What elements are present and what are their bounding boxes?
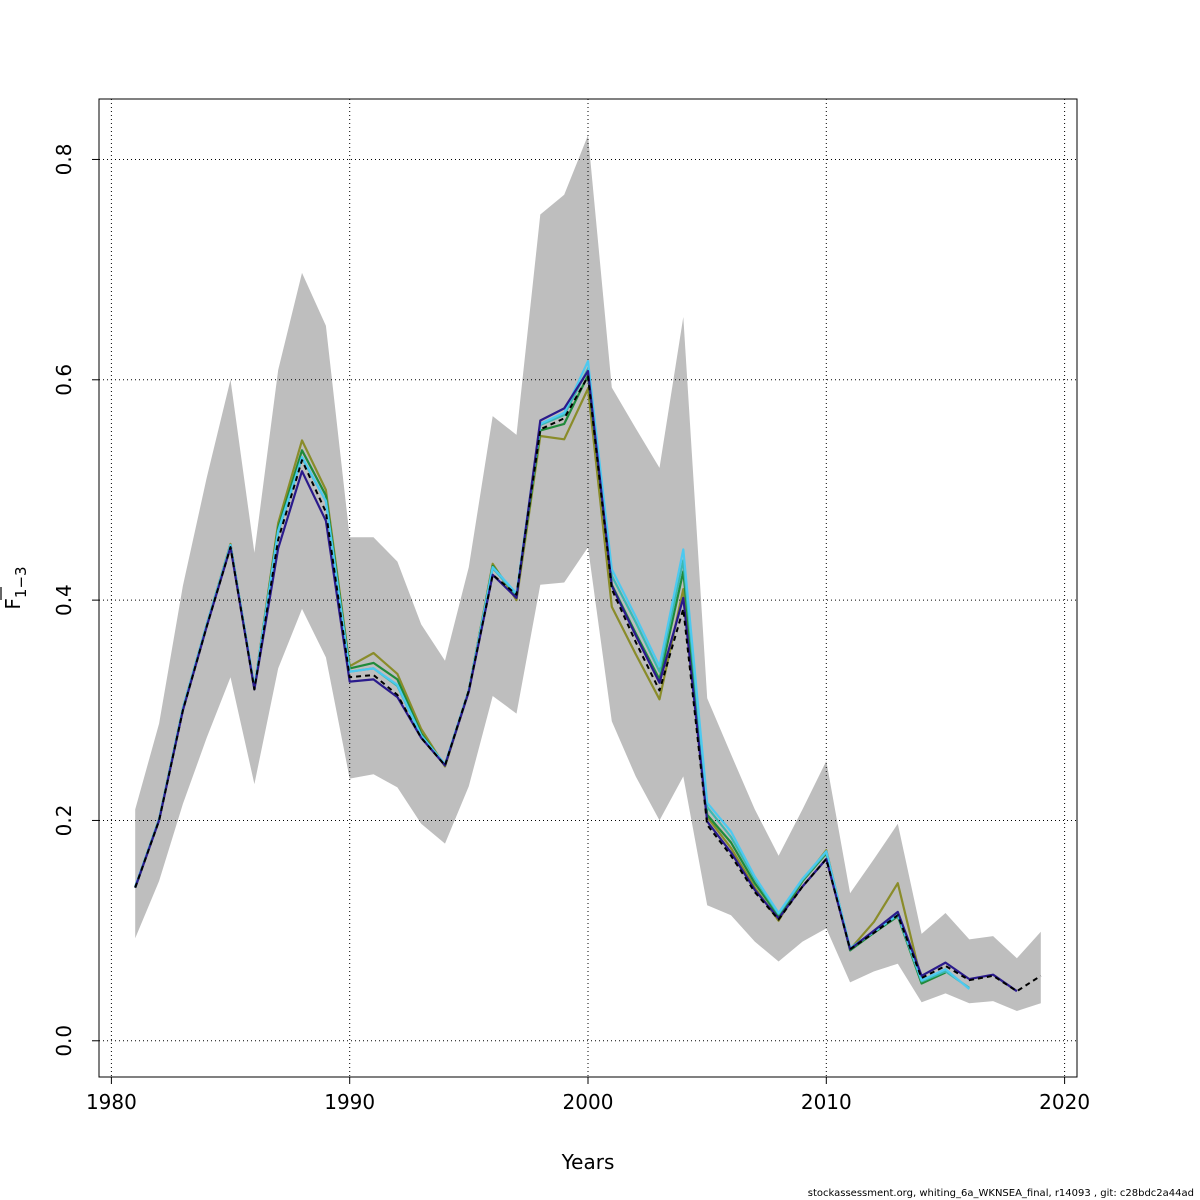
x-tick-label: 2010 [801,1090,852,1114]
series-layer [134,360,1042,993]
y-tick-label-group: 0.4 [52,584,76,616]
x-axis-title: Years [561,1150,615,1174]
confidence-band-layer [135,135,1041,1011]
y-tick-label-group: 0.2 [52,805,76,837]
y-tick-label: 0.6 [52,364,76,396]
y-tick-label-group: 0.0 [52,1025,76,1057]
series-line [134,375,1042,993]
x-tick-label: 1980 [86,1090,137,1114]
series-line [134,360,971,990]
y-axis-title-base: F [1,598,25,610]
y-tick-label: 0.4 [52,584,76,616]
x-tick-label: 2020 [1039,1090,1090,1114]
y-axis-title: F1−3 [0,566,30,610]
y-tick-label-group: 0.8 [52,144,76,176]
confidence-band [135,135,1041,1011]
x-tick-label: 2000 [563,1090,614,1114]
y-tick-label-group: 0.6 [52,364,76,396]
axis-layer: 1980 1990 2000 2010 2020 0.0 0.2 0.4 0.6 0.8 [52,144,1090,1114]
footer-note: stockassessment.org, whiting_6a_WKNSEA_f… [807,1188,1194,1199]
svg-text:F1−3: F1−3 [1,566,30,609]
y-tick-label: 0.8 [52,144,76,176]
x-tick-label: 1990 [324,1090,375,1114]
y-tick-label: 0.0 [52,1025,76,1057]
series-line [134,369,1018,993]
y-tick-label: 0.2 [52,805,76,837]
y-axis-title-sub: 1−3 [12,566,30,598]
